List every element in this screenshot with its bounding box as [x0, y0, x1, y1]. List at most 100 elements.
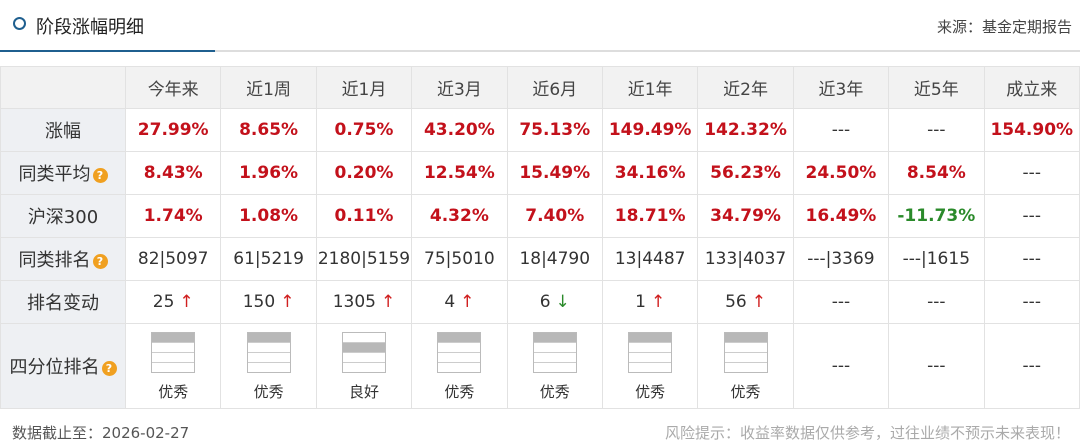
- row-label-text: 同类排名: [18, 250, 91, 271]
- cell: 0.75%: [315, 108, 413, 152]
- cell: 75.13%: [506, 108, 603, 152]
- column-header: 成立来: [983, 66, 1080, 109]
- returns-table: 今年来 近1周 近1月 近3月 近6月 近1年 近2年 近3年 近5年 成立来 涨幅 27.99% 8.…: [0, 66, 1080, 409]
- quartile-label: 优秀: [444, 383, 475, 401]
- cell: ---|3369: [792, 237, 890, 281]
- cell: 56.23%: [697, 151, 794, 195]
- quartile-band: [724, 342, 767, 352]
- cell: 优秀: [697, 323, 794, 409]
- help-icon[interactable]: ?: [101, 360, 117, 376]
- table-row: 排名变动 25 ↑ 150 ↑ 1305 ↑ 4 ↑ 6 ↓ 1 ↑ 56 ↑ --- --- ---: [0, 280, 1080, 324]
- quartile-band: [342, 333, 385, 342]
- header-row: 今年来 近1周 近1月 近3月 近6月 近1年 近2年 近3年 近5年 成立来: [0, 66, 1080, 109]
- cell: ---: [792, 323, 890, 409]
- row-label-text: 排名变动: [27, 293, 99, 314]
- quartile-band: [724, 333, 767, 342]
- quartile-band: [438, 362, 481, 372]
- cell: ---: [983, 237, 1080, 281]
- cell: 15.49%: [506, 151, 603, 195]
- quartile-icon: [437, 332, 482, 373]
- quartile-band: [724, 362, 767, 372]
- cell: 150 ↑: [220, 280, 317, 324]
- rank-change: 6: [539, 292, 551, 312]
- quartile-icon: [246, 332, 291, 373]
- rank-change: 4: [444, 292, 456, 312]
- quartile-band: [629, 342, 672, 352]
- cell: 1.08%: [220, 194, 317, 238]
- quartile-band: [629, 333, 672, 342]
- quartile-band: [438, 352, 481, 362]
- row-label-text: 涨幅: [45, 121, 81, 142]
- quartile-band: [342, 342, 385, 352]
- help-icon[interactable]: ?: [92, 167, 108, 183]
- quartile-band: [629, 352, 672, 362]
- cell: 优秀: [601, 323, 699, 409]
- cell: ---|1615: [888, 237, 985, 281]
- cell: ---: [983, 323, 1080, 409]
- quartile-icon: [723, 332, 768, 373]
- cell: 34.16%: [601, 151, 699, 195]
- cell: 43.20%: [411, 108, 508, 152]
- cell: 149.49%: [601, 108, 699, 152]
- cell: 24.50%: [792, 151, 890, 195]
- cell: 1.96%: [220, 151, 317, 195]
- cell: 0.11%: [315, 194, 413, 238]
- table-row: 涨幅 27.99% 8.65% 0.75% 43.20% 75.13% 149.49% 142…: [0, 108, 1080, 152]
- column-header: 近3年: [792, 66, 890, 109]
- cell: 优秀: [220, 323, 317, 409]
- quartile-icon: [151, 332, 196, 373]
- cell: ---: [983, 194, 1080, 238]
- quartile-icon: [341, 332, 386, 373]
- arrow-up: ↑: [280, 292, 295, 312]
- rank-change: 1: [635, 292, 646, 312]
- cell: 4 ↑: [411, 280, 508, 324]
- cell: 良好: [315, 323, 413, 409]
- quartile-label: 良好: [348, 383, 379, 401]
- quartile-band: [438, 333, 481, 342]
- cell: 8.65%: [220, 108, 317, 152]
- cell: ---: [888, 323, 985, 409]
- corner: [0, 66, 126, 109]
- quartile-band: [152, 333, 195, 342]
- cell: 133|4037: [697, 237, 794, 281]
- data-date: 数据截止至：2026-02-27: [12, 424, 190, 442]
- cell: ---: [983, 151, 1080, 195]
- quartile-band: [342, 362, 385, 372]
- rank-change: 150: [242, 292, 276, 312]
- quartile-icon: [532, 332, 577, 373]
- column-header: 近1年: [601, 66, 699, 109]
- cell: ---: [888, 108, 985, 152]
- row-label: 四分位排名?: [0, 323, 126, 409]
- rank-change: 1305: [332, 292, 376, 312]
- quartile-band: [247, 362, 290, 372]
- quartile-band: [152, 362, 195, 372]
- cell: 优秀: [411, 323, 508, 409]
- cell: 6 ↓: [506, 280, 603, 324]
- column-header: 近1月: [315, 66, 413, 109]
- quartile-label: 优秀: [635, 383, 666, 401]
- help-icon[interactable]: ?: [92, 253, 108, 269]
- rank-change: 56: [725, 292, 747, 312]
- quartile-band: [247, 333, 290, 342]
- column-header: 近5年: [888, 66, 985, 109]
- cell: 61|5219: [220, 237, 317, 281]
- arrow-up: ↑: [179, 292, 194, 312]
- quartile-label: 优秀: [539, 383, 570, 401]
- column-header: 今年来: [124, 66, 222, 109]
- cell: 1 ↑: [601, 280, 699, 324]
- cell: 2180|5159: [315, 237, 413, 281]
- quartile-band: [533, 362, 576, 372]
- cell: 7.40%: [506, 194, 603, 238]
- quartile-band: [629, 362, 672, 372]
- cell: 8.54%: [888, 151, 985, 195]
- cell: 56 ↑: [697, 280, 794, 324]
- quartile-band: [152, 342, 195, 352]
- quartile-band: [533, 342, 576, 352]
- quartile-band: [533, 333, 576, 342]
- table-row: 同类排名? 82|5097 61|5219 2180|5159 75|5010 18|47…: [0, 237, 1080, 281]
- cell: 13|4487: [601, 237, 699, 281]
- risk-note: 风险提示：收益率数据仅供参考，过往业绩不预示未来表现！: [664, 424, 1070, 442]
- row-label: 同类排名?: [0, 237, 126, 281]
- column-header: 近2年: [697, 66, 794, 109]
